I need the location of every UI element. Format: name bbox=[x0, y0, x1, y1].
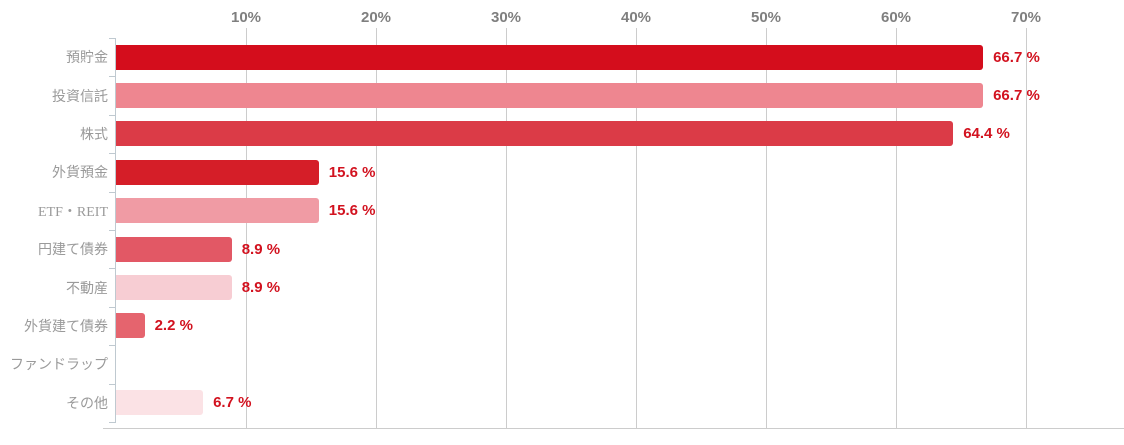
bar bbox=[116, 198, 319, 224]
bar-row: 預貯金 66.7 % bbox=[0, 38, 1124, 76]
x-axis-baseline bbox=[103, 428, 1124, 429]
bar-row: 外貨建て債券 2.2 % bbox=[0, 307, 1124, 345]
bar-track: 8.9 % bbox=[116, 230, 1026, 268]
bar-row: 不動産 8.9 % bbox=[0, 268, 1124, 306]
bar-row: 株式 64.4 % bbox=[0, 115, 1124, 153]
category-label: ETF・REIT bbox=[38, 204, 108, 220]
bar-value-label: 15.6 % bbox=[328, 202, 376, 220]
bar bbox=[116, 390, 204, 416]
bar bbox=[116, 313, 145, 339]
bar-value-label: 64.4 % bbox=[963, 125, 1010, 143]
category-label: 円建て債券 bbox=[38, 243, 108, 259]
y-axis-tick bbox=[109, 153, 116, 155]
y-axis-tick bbox=[109, 383, 116, 385]
bar bbox=[116, 83, 984, 109]
gridline-10% bbox=[245, 28, 247, 428]
bar-track: 15.6 % bbox=[116, 192, 1026, 230]
y-axis-tick bbox=[109, 268, 116, 270]
category-label: 預貯金 bbox=[66, 51, 108, 67]
bar-track: 15.6 % bbox=[116, 153, 1026, 191]
y-axis-tick bbox=[109, 306, 116, 308]
gridline-60% bbox=[895, 28, 897, 428]
y-axis-tick bbox=[109, 230, 116, 231]
x-axis-tick-label: 50% bbox=[750, 9, 782, 26]
gridline-50% bbox=[765, 28, 767, 428]
y-axis-tick bbox=[109, 114, 116, 116]
category-label: ファンドラップ bbox=[10, 358, 108, 374]
bar-track: 2.2 % bbox=[116, 307, 1026, 345]
bar-row: 投資信託 66.7 % bbox=[0, 76, 1124, 114]
category-label: 投資信託 bbox=[52, 89, 108, 105]
bar-value-label: 8.9 % bbox=[241, 279, 281, 297]
category-label: 不動産 bbox=[66, 281, 108, 297]
bar-row: ETF・REIT 15.6 % bbox=[0, 192, 1124, 230]
bar-row: 円建て債券 8.9 % bbox=[0, 230, 1124, 268]
bar-row: ファンドラップ bbox=[0, 345, 1124, 383]
bar-value-label: 15.6 % bbox=[328, 163, 376, 181]
y-axis-tick bbox=[109, 76, 116, 78]
category-label: 株式 bbox=[80, 127, 108, 143]
x-axis-tick-label: 70% bbox=[1010, 9, 1042, 26]
bar-value-label: 2.2 % bbox=[154, 317, 193, 335]
bar-value-label: 66.7 % bbox=[993, 48, 1040, 66]
bar-value-label: 8.9 % bbox=[241, 240, 281, 258]
category-label: 外貨預金 bbox=[52, 166, 108, 182]
x-axis-tick-label: 10% bbox=[230, 9, 262, 26]
bar-track: 8.9 % bbox=[116, 268, 1026, 306]
x-axis-tick-label: 40% bbox=[620, 9, 652, 26]
gridline-40% bbox=[635, 28, 637, 428]
bar bbox=[116, 159, 319, 185]
bar-value-label: 66.7 % bbox=[993, 87, 1040, 105]
bar-row: 外貨預金 15.6 % bbox=[0, 153, 1124, 191]
gridline-70% bbox=[1025, 28, 1027, 428]
bar bbox=[116, 236, 232, 262]
bar bbox=[116, 44, 984, 70]
y-axis-tick bbox=[109, 38, 116, 39]
gridline-30% bbox=[505, 28, 507, 428]
bar bbox=[116, 121, 954, 147]
bar-track: 66.7 % bbox=[116, 76, 1040, 114]
category-label: その他 bbox=[66, 396, 108, 412]
x-axis-tick-label: 60% bbox=[880, 9, 912, 26]
category-label: 外貨建て債券 bbox=[24, 319, 108, 335]
y-axis-tick bbox=[109, 422, 116, 423]
y-axis-tick bbox=[109, 191, 116, 193]
bar-track: 64.4 % bbox=[116, 115, 1026, 153]
x-axis-tick-label: 20% bbox=[360, 9, 392, 26]
gridline-20% bbox=[375, 28, 377, 428]
bar-track bbox=[116, 345, 1026, 383]
bar-track: 6.7 % bbox=[116, 384, 1026, 422]
bar-row: その他 6.7 % bbox=[0, 384, 1124, 422]
bar-track: 66.7 % bbox=[116, 38, 1040, 76]
y-axis-tick bbox=[109, 345, 116, 347]
bar-value-label: 6.7 % bbox=[213, 394, 252, 412]
x-axis-tick-label: 30% bbox=[490, 9, 522, 26]
bar bbox=[116, 275, 232, 301]
